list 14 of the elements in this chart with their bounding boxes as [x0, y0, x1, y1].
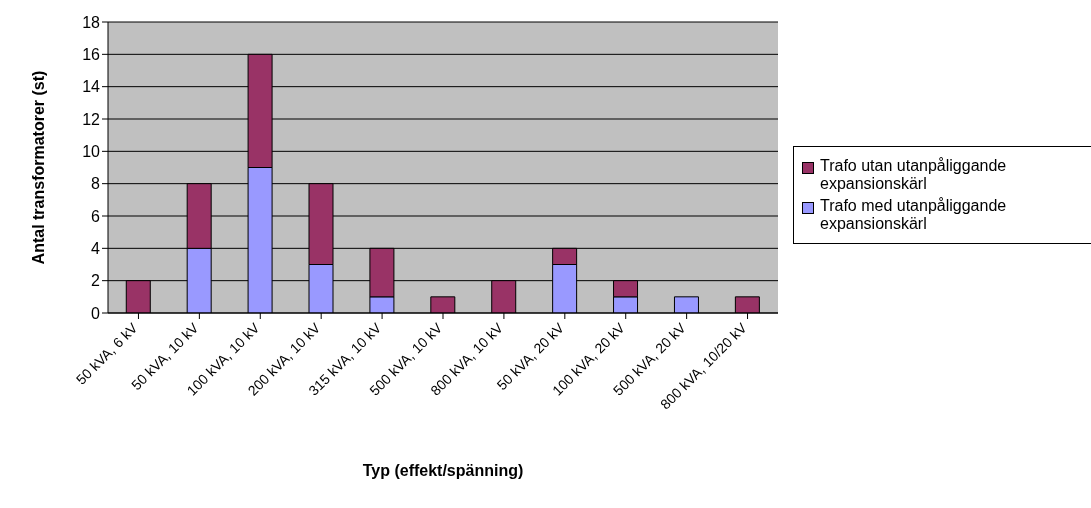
legend-label: Trafo med utanpåliggande expansionskärl: [820, 197, 1008, 233]
y-tick-label: 10: [82, 143, 101, 161]
y-tick-label: 0: [91, 304, 101, 322]
legend-label: Trafo utan utanpåliggande expansionskärl: [820, 157, 1008, 193]
y-axis-title: Antal transformatorer (st): [29, 70, 47, 265]
y-tick-label: 16: [82, 46, 101, 64]
x-axis-title: Typ (effekt/spänning): [362, 462, 524, 479]
y-tick-label: 14: [82, 78, 101, 96]
y-tick-label: 8: [91, 175, 101, 193]
y-tick-label: 6: [91, 207, 101, 225]
y-tick-label: 18: [82, 13, 101, 31]
y-tick-label: 2: [91, 272, 101, 290]
y-tick-label: 4: [91, 240, 101, 258]
y-tick-label: 12: [82, 110, 101, 128]
